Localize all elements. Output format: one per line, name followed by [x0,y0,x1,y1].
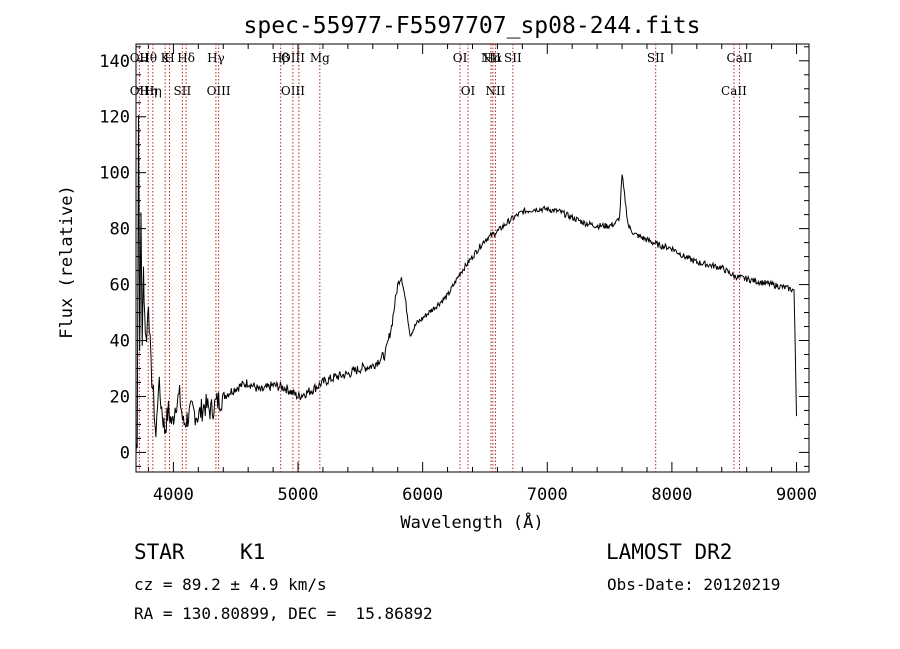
line-label-upper: Mg [310,51,330,65]
line-label-upper: Hα [484,51,503,65]
spectrum-line [135,115,797,453]
line-label-lower: NII [485,84,505,98]
coords-text: RA = 130.80899, DEC = 15.86892 [134,604,433,623]
axis-ticks: 4000 5000 6000 7000 8000 9000 0 20 40 60 80 100 120 1… [99,44,817,505]
y-tick-label: 80 [110,220,130,240]
x-tick-label: 9000 [776,485,817,505]
x-tick-label: 8000 [651,485,692,505]
y-tick-label: 140 [99,52,130,72]
line-label-upper: Hδ [177,51,195,65]
x-axis-label: Wavelength (Å) [400,511,543,533]
line-label-lower: Hη [139,84,157,98]
line-label-upper: OIII [281,51,305,65]
line-label-upper: K [161,51,171,65]
line-label-lower: OIII [207,84,231,98]
redshift-text: cz = 89.2 ± 4.9 km/s [134,575,327,594]
y-tick-label: 60 [110,276,130,296]
object-subclass: K1 [240,540,266,564]
x-tick-label: 6000 [402,485,443,505]
line-label-upper: OI [453,51,468,65]
x-tick-label: 4000 [153,485,194,505]
survey-name: LAMOST DR2 [606,540,733,564]
x-tick-label: 7000 [527,485,568,505]
line-label-upper: Hγ [207,51,225,65]
line-label-upper: NII [481,51,501,65]
line-label-upper: SII [647,51,665,65]
y-tick-label: 0 [120,443,130,463]
y-axis-label: Flux (relative) [57,185,77,339]
line-label-upper: Hθ [139,51,157,65]
y-tick-label: 100 [99,164,130,184]
y-tick-label: 120 [99,108,130,128]
y-tick-label: 20 [110,387,130,407]
line-label-upper: OII [130,51,150,65]
line-label-upper: H [164,51,174,65]
line-label-upper: CaII [727,51,753,65]
line-label-lower: SII [174,84,192,98]
line-label-lower: OII [130,84,150,98]
x-tick-label: 5000 [278,485,319,505]
emission-line-markers [138,44,740,472]
y-tick-label: 40 [110,332,130,352]
obs-date-text: Obs-Date: 20120219 [607,575,781,594]
chart-title: spec-55977-F5597707_sp08-244.fits [244,13,701,39]
line-label-upper: Hβ [272,51,289,65]
line-label-lower: CaII [721,84,747,98]
object-class: STAR [134,540,185,564]
line-label-lower: Hη [144,84,162,98]
line-label-lower: OI [461,84,476,98]
line-label-upper: SII [504,51,522,65]
line-label-lower: OIII [281,84,305,98]
